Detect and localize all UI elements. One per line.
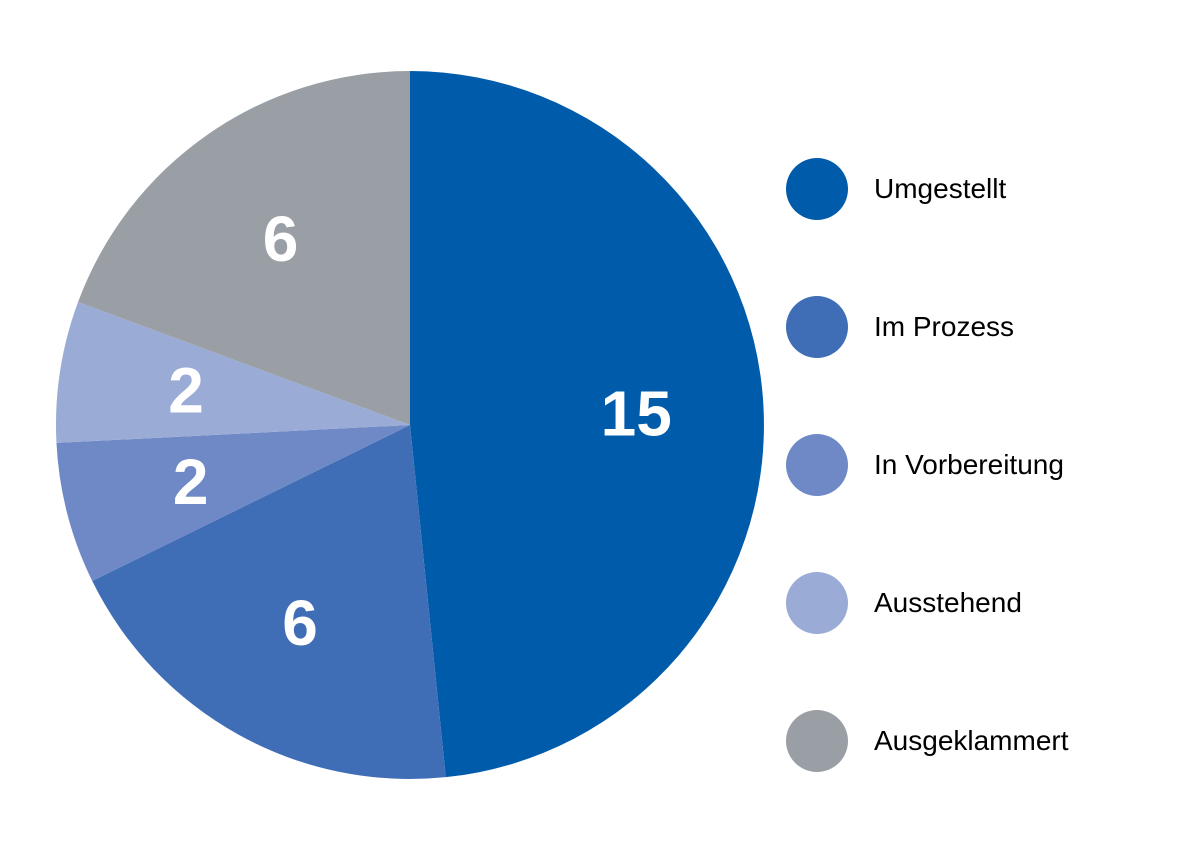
pie-slice-label-ausgeklammert: 6 [263,203,299,275]
pie-slice-label-ausstehend: 2 [168,355,204,427]
pie-slice-ausstehend [55,302,411,443]
pie-slices [55,71,764,779]
legend-swatch-im-prozess [786,296,848,358]
legend-item-im-prozess: Im Prozess [786,296,1014,358]
pie-slice-im-prozess [92,425,446,779]
legend-item-in-vorbereitung: In Vorbereitung [786,434,1064,496]
legend-swatch-ausstehend [786,572,848,634]
pie-slice-umgestellt [410,71,764,778]
pie-slice-label-in-vorbereitung: 2 [173,446,209,518]
pie-slice-labels: 15 6 2 2 6 [168,203,672,659]
legend-label-im-prozess: Im Prozess [874,311,1015,342]
legend-label-in-vorbereitung: In Vorbereitung [874,449,1064,480]
legend-swatch-ausgeklammert [786,710,848,772]
legend-label-ausstehend: Ausstehend [874,587,1022,618]
pie-slice-label-im-prozess: 6 [282,587,318,659]
legend-swatch-umgestellt [786,158,848,220]
legend-item-ausstehend: Ausstehend [786,572,1022,634]
pie-slice-in-vorbereitung [56,425,410,581]
legend-item-ausgeklammert: Ausgeklammert [786,710,1069,772]
pie-slice-label-umgestellt: 15 [601,378,672,450]
legend-swatch-in-vorbereitung [786,434,848,496]
legend-label-umgestellt: Umgestellt [874,173,1007,204]
pie-slice-ausgeklammert [78,71,410,425]
legend-label-ausgeklammert: Ausgeklammert [874,725,1069,756]
legend-item-umgestellt: Umgestellt [786,158,1006,220]
